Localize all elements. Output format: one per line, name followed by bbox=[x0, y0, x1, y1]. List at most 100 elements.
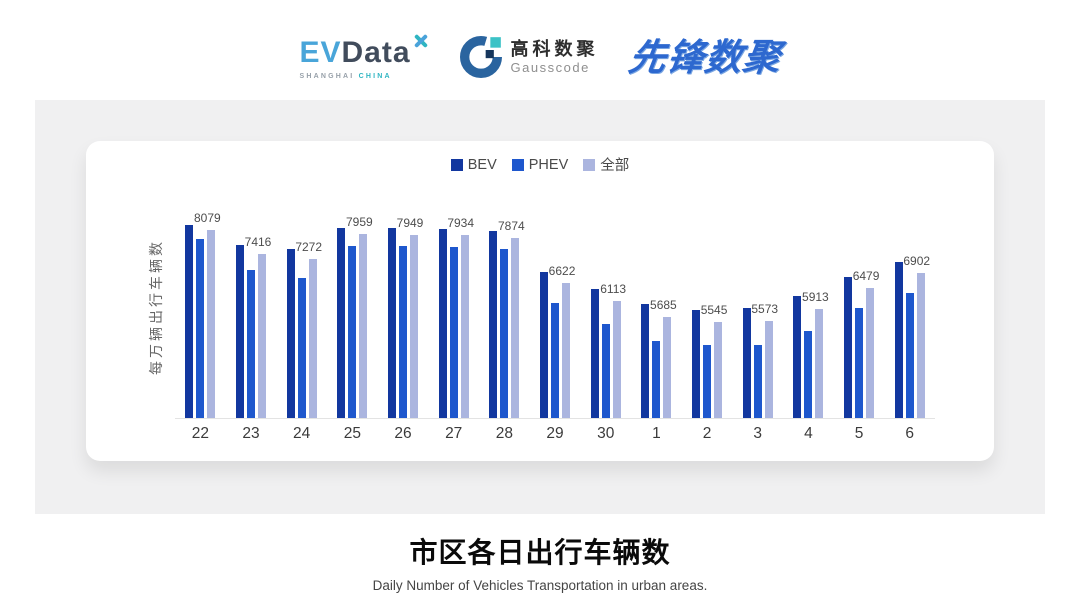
x-tick-29: 29 bbox=[546, 425, 564, 442]
x-axis-tick-labels: 22 23 24 25 26 27 28 29 30 1 2 3 4 5 6 bbox=[175, 425, 935, 443]
bar-value-label-27: 7934 bbox=[447, 216, 475, 231]
x-tick-3: 3 bbox=[753, 425, 763, 442]
bar-PHEV-22[interactable] bbox=[196, 238, 205, 418]
bar-BEV-5[interactable] bbox=[844, 276, 853, 418]
bar-PHEV-28[interactable] bbox=[500, 248, 509, 418]
x-tick-4: 4 bbox=[804, 425, 813, 442]
bar-PHEV-5[interactable] bbox=[855, 308, 864, 418]
bar-PHEV-26[interactable] bbox=[399, 246, 408, 418]
header-logos: EVData SHANGHAI CHINA 高科数聚 Gausscode 先锋数… bbox=[0, 14, 1080, 100]
bar-全部-28[interactable] bbox=[511, 237, 520, 418]
gausscode-text: 高科数聚 Gausscode bbox=[511, 39, 599, 75]
bar-PHEV-1[interactable] bbox=[652, 340, 661, 418]
x-tick-5: 5 bbox=[854, 425, 864, 442]
pioneer-logo-text: 先锋数聚 bbox=[625, 36, 784, 78]
bar-value-label-1: 5685 bbox=[650, 297, 677, 312]
bar-BEV-28[interactable] bbox=[489, 231, 498, 418]
bar-全部-6[interactable] bbox=[916, 272, 925, 418]
bar-PHEV-24[interactable] bbox=[297, 277, 306, 418]
chart-card: BEV PHEV 全部 每万辆出行车辆数 8079 7416 7272 7959 7949 7… bbox=[86, 141, 994, 461]
bar-value-label-29: 6622 bbox=[548, 263, 576, 278]
evdata-ev-text: EV bbox=[299, 36, 342, 69]
bar-全部-26[interactable] bbox=[410, 234, 419, 418]
bar-value-label-25: 7959 bbox=[345, 215, 373, 230]
bar-全部-22[interactable] bbox=[207, 230, 216, 418]
bar-value-label-2: 5545 bbox=[700, 303, 728, 318]
x-tick-1: 1 bbox=[652, 425, 661, 442]
bar-value-label-3: 5573 bbox=[751, 302, 779, 317]
bar-PHEV-27[interactable] bbox=[449, 247, 458, 418]
bar-全部-1[interactable] bbox=[663, 316, 672, 418]
legend-item-全部[interactable]: 全部 bbox=[583, 154, 629, 175]
bar-group-29: 6622 bbox=[530, 214, 581, 418]
bar-value-label-30: 6113 bbox=[600, 282, 627, 297]
bar-BEV-23[interactable] bbox=[236, 244, 244, 418]
bar-BEV-29[interactable] bbox=[540, 272, 549, 418]
bar-PHEV-2[interactable] bbox=[703, 345, 712, 418]
bar-group-1: 5685 bbox=[631, 214, 682, 418]
y-axis-label: 每万辆出行车辆数 bbox=[148, 239, 164, 375]
bar-全部-30[interactable] bbox=[612, 301, 621, 418]
bar-BEV-1[interactable] bbox=[641, 303, 650, 418]
evdata-logo: EVData SHANGHAI CHINA bbox=[299, 33, 429, 80]
bar-全部-4[interactable] bbox=[815, 308, 824, 418]
legend-swatch-PHEV bbox=[511, 158, 524, 171]
bar-group-28: 7874 bbox=[479, 214, 530, 418]
x-tick-27: 27 bbox=[445, 425, 463, 442]
bar-BEV-27[interactable] bbox=[438, 228, 447, 418]
x-tick-30: 30 bbox=[597, 425, 615, 442]
bar-PHEV-29[interactable] bbox=[551, 302, 560, 418]
bar-BEV-3[interactable] bbox=[742, 307, 751, 418]
chart-subtitle: Daily Number of Vehicles Transportation … bbox=[372, 578, 708, 593]
bar-PHEV-25[interactable] bbox=[348, 246, 357, 418]
bar-BEV-25[interactable] bbox=[337, 227, 346, 418]
bar-BEV-22[interactable] bbox=[185, 225, 194, 418]
legend-swatch-BEV bbox=[450, 158, 463, 171]
bar-全部-25[interactable] bbox=[359, 234, 368, 418]
bar-全部-29[interactable] bbox=[562, 282, 571, 418]
bar-value-label-5: 6479 bbox=[852, 269, 880, 284]
bar-全部-5[interactable] bbox=[866, 288, 875, 418]
x-tick-2: 2 bbox=[702, 425, 712, 442]
bar-group-4: 5913 bbox=[783, 214, 834, 418]
x-tick-6: 6 bbox=[905, 425, 915, 442]
chart-title: 市区各日出行车辆数 bbox=[409, 537, 671, 568]
bar-value-label-4: 5913 bbox=[802, 289, 829, 304]
gausscode-logo: 高科数聚 Gausscode bbox=[459, 36, 599, 78]
bar-value-label-22: 8079 bbox=[193, 211, 221, 226]
bar-BEV-2[interactable] bbox=[692, 309, 701, 418]
bar-BEV-6[interactable] bbox=[894, 261, 903, 418]
legend-item-PHEV[interactable]: PHEV bbox=[511, 157, 568, 173]
footer: 市区各日出行车辆数 Daily Number of Vehicles Trans… bbox=[0, 531, 1080, 593]
bar-PHEV-4[interactable] bbox=[804, 330, 813, 418]
gausscode-name-en: Gausscode bbox=[510, 59, 590, 75]
legend-swatch-全部 bbox=[583, 158, 596, 171]
bar-BEV-30[interactable] bbox=[590, 288, 599, 418]
bar-group-24: 7272 bbox=[276, 214, 327, 418]
bar-PHEV-3[interactable] bbox=[753, 344, 762, 418]
bar-PHEV-23[interactable] bbox=[247, 269, 255, 418]
bar-group-3: 5573 bbox=[732, 214, 783, 418]
chart-panel: BEV PHEV 全部 每万辆出行车辆数 8079 7416 7272 7959 7949 7… bbox=[35, 100, 1045, 514]
gausscode-name-cn: 高科数聚 bbox=[510, 39, 599, 60]
bar-PHEV-6[interactable] bbox=[905, 292, 914, 418]
bar-BEV-26[interactable] bbox=[388, 228, 397, 418]
x-tick-26: 26 bbox=[394, 425, 412, 442]
evdata-tagline: SHANGHAI CHINA bbox=[299, 73, 429, 80]
bar-BEV-24[interactable] bbox=[286, 248, 295, 418]
legend-item-BEV[interactable]: BEV bbox=[450, 157, 497, 173]
bar-PHEV-30[interactable] bbox=[601, 323, 610, 418]
bar-group-26: 7949 bbox=[378, 214, 429, 418]
bar-全部-23[interactable] bbox=[258, 254, 266, 418]
bar-全部-2[interactable] bbox=[714, 322, 723, 418]
bar-value-label-6: 6902 bbox=[903, 253, 931, 268]
bar-全部-24[interactable] bbox=[308, 259, 317, 418]
bar-group-25: 7959 bbox=[327, 214, 378, 418]
evdata-tagline-shanghai: SHANGHAI bbox=[299, 73, 355, 80]
evdata-data-text: Data bbox=[341, 36, 411, 69]
bar-全部-3[interactable] bbox=[764, 321, 773, 418]
bar-全部-27[interactable] bbox=[460, 235, 469, 418]
bar-group-5: 6479 bbox=[834, 214, 885, 418]
bar-value-label-28: 7874 bbox=[498, 218, 525, 233]
bar-BEV-4[interactable] bbox=[793, 296, 802, 418]
